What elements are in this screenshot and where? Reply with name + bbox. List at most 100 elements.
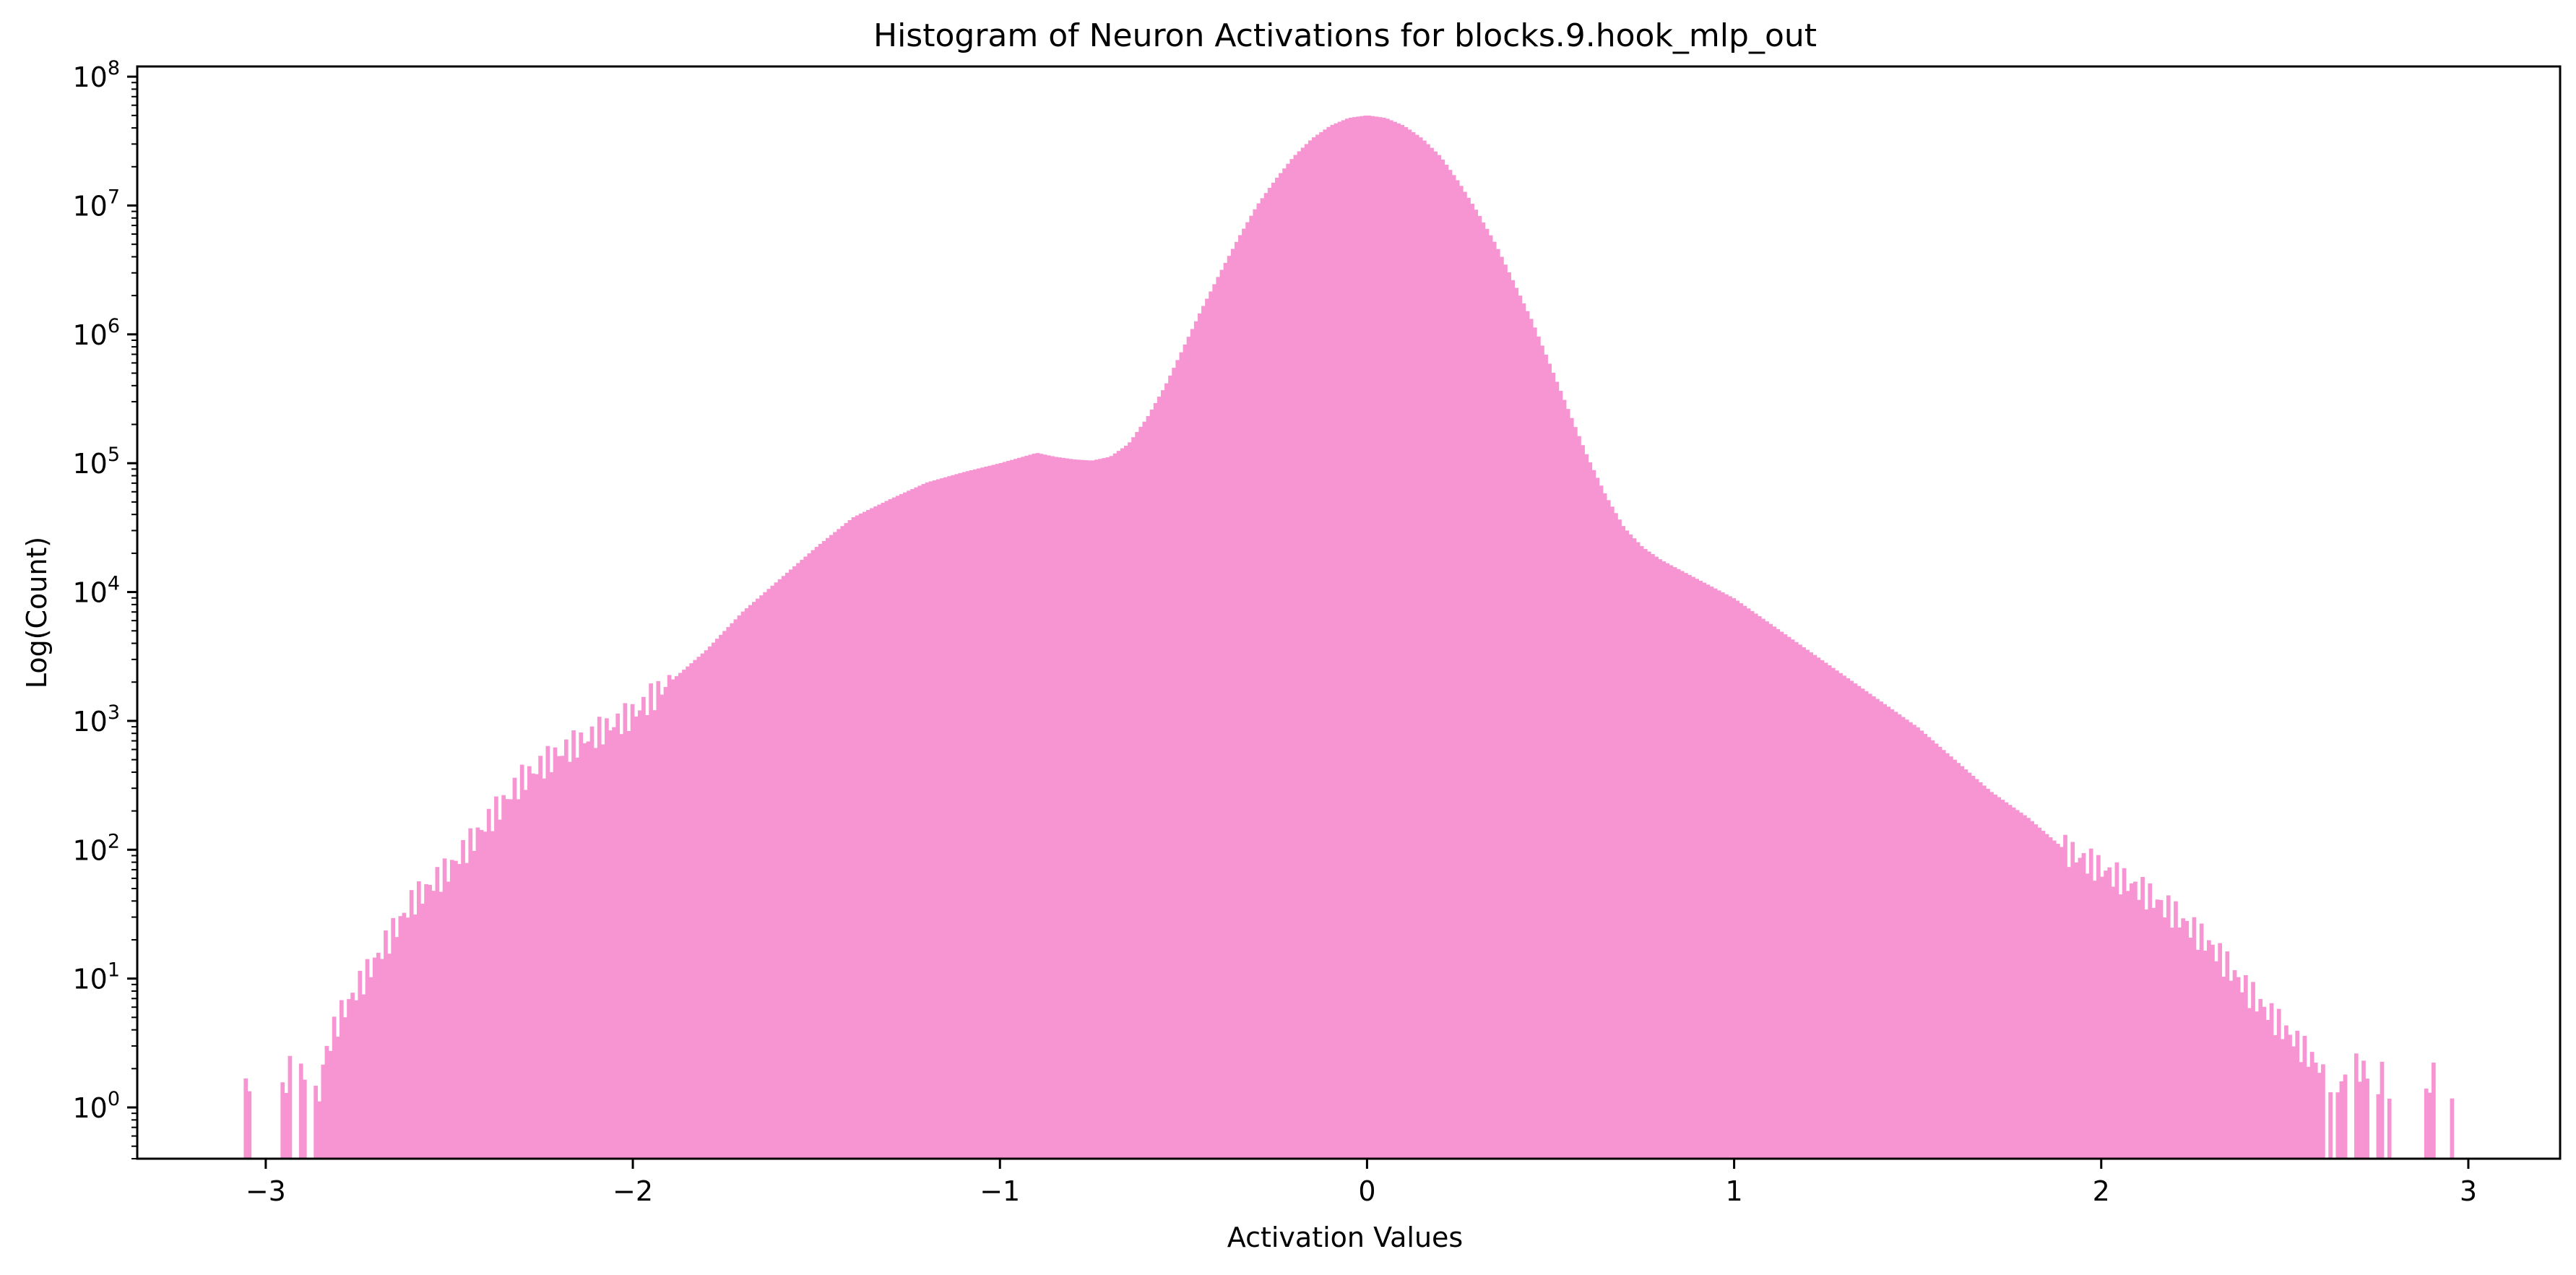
histogram-bar xyxy=(733,619,738,1159)
histogram-bar xyxy=(1949,756,1953,1159)
histogram-bar xyxy=(512,777,517,1159)
histogram-bar xyxy=(1702,582,1707,1159)
histogram-bar xyxy=(589,726,595,1159)
histogram-bar xyxy=(549,772,554,1159)
histogram-bar xyxy=(1927,737,1932,1159)
histogram-bar xyxy=(1422,140,1427,1159)
histogram-bar xyxy=(1518,295,1523,1159)
histogram-bar xyxy=(376,952,381,1159)
histogram-bar xyxy=(556,756,561,1159)
histogram-bar xyxy=(2118,894,2123,1159)
histogram-bar xyxy=(752,602,756,1159)
histogram-bar xyxy=(652,710,657,1159)
histogram-bar xyxy=(1772,626,1777,1159)
histogram-bar xyxy=(1293,155,1298,1159)
histogram-bar xyxy=(1205,298,1209,1159)
histogram-bar xyxy=(977,468,981,1159)
histogram-bar xyxy=(2096,855,2101,1159)
histogram-bar xyxy=(321,1064,326,1159)
histogram-bar xyxy=(1146,415,1151,1159)
histogram-bar xyxy=(1647,551,1651,1159)
histogram-bar xyxy=(328,1050,333,1159)
histogram-bar xyxy=(435,867,440,1159)
histogram-bar xyxy=(1625,530,1630,1159)
histogram-bar xyxy=(1683,573,1688,1159)
histogram-bar xyxy=(1514,288,1519,1159)
histogram-bar xyxy=(807,553,812,1159)
histogram-bar xyxy=(935,479,941,1159)
histogram-bar xyxy=(1396,123,1401,1159)
histogram-bar xyxy=(1334,123,1339,1159)
histogram-bar xyxy=(1183,344,1188,1159)
histogram-bar xyxy=(1953,759,1957,1159)
histogram-bar xyxy=(457,864,462,1159)
histogram-bar xyxy=(847,520,852,1159)
x-tick-label: −1 xyxy=(980,1175,1020,1207)
histogram-bar xyxy=(1021,457,1025,1159)
histogram-bar xyxy=(1558,391,1563,1159)
histogram-bar xyxy=(1076,459,1081,1159)
y-tick-exponent: 5 xyxy=(108,444,120,466)
histogram-bar xyxy=(280,1082,285,1159)
histogram-bar xyxy=(2170,928,2174,1159)
histogram-bar xyxy=(516,799,521,1159)
histogram-bar xyxy=(2015,810,2020,1159)
histogram-bar xyxy=(2023,815,2027,1159)
histogram-bar xyxy=(1562,399,1567,1159)
histogram-bar xyxy=(715,639,719,1159)
y-tick-exponent: 2 xyxy=(108,830,120,852)
histogram-bar xyxy=(972,469,977,1159)
y-tick-base: 10 xyxy=(72,319,107,351)
histogram-bar xyxy=(1713,588,1718,1159)
histogram-bar xyxy=(2255,1011,2259,1159)
histogram-bar xyxy=(645,714,649,1159)
histogram-bar xyxy=(1923,733,1928,1159)
histogram-bar xyxy=(368,977,373,1159)
histogram-bar xyxy=(1068,459,1073,1159)
histogram-bar xyxy=(1746,608,1751,1159)
histogram-bar xyxy=(2343,1074,2348,1159)
histogram-bar xyxy=(2218,943,2223,1159)
histogram-bar xyxy=(1569,418,1574,1159)
histogram-bar xyxy=(1595,477,1600,1159)
histogram-bar xyxy=(2007,805,2013,1159)
histogram-bar xyxy=(468,828,473,1159)
histogram-bar xyxy=(1820,660,1825,1159)
histogram-bar xyxy=(1639,545,1644,1159)
histogram-bar xyxy=(1606,500,1611,1159)
histogram-bar xyxy=(1149,410,1154,1159)
histogram-bar xyxy=(2026,818,2031,1159)
histogram-bar xyxy=(1916,727,1920,1159)
y-tick-base: 10 xyxy=(72,448,107,480)
histogram-bar xyxy=(1591,470,1596,1159)
histogram-bar xyxy=(1046,455,1051,1159)
y-tick-exponent: 3 xyxy=(108,701,120,724)
histogram-bar xyxy=(1227,256,1232,1159)
histogram-bar xyxy=(2328,1092,2333,1159)
histogram-bar xyxy=(1304,144,1309,1159)
histogram-bar xyxy=(2140,877,2145,1159)
histogram-bar xyxy=(862,511,867,1159)
histogram-bar xyxy=(1761,618,1765,1159)
x-tick-label: 1 xyxy=(1725,1175,1742,1207)
histogram-bar xyxy=(2162,917,2167,1159)
histogram-bar xyxy=(361,994,366,1159)
histogram-bar xyxy=(2239,992,2244,1159)
histogram-bar xyxy=(998,462,1003,1159)
histogram-bar xyxy=(2137,899,2141,1159)
histogram-bar xyxy=(553,747,558,1159)
histogram-bar xyxy=(490,831,495,1159)
histogram-bar xyxy=(2088,848,2093,1159)
histogram-bar xyxy=(2114,862,2119,1159)
histogram-bar xyxy=(1860,688,1865,1159)
histogram-bar xyxy=(682,670,686,1159)
histogram-bar xyxy=(1028,454,1033,1159)
histogram-bar xyxy=(1212,284,1217,1159)
histogram-bar xyxy=(917,485,922,1159)
histogram-bar xyxy=(730,623,735,1159)
histogram-bar xyxy=(2302,1035,2307,1159)
histogram-bar xyxy=(1356,116,1360,1159)
y-tick-base: 10 xyxy=(72,964,107,995)
histogram-bar xyxy=(2070,842,2075,1159)
